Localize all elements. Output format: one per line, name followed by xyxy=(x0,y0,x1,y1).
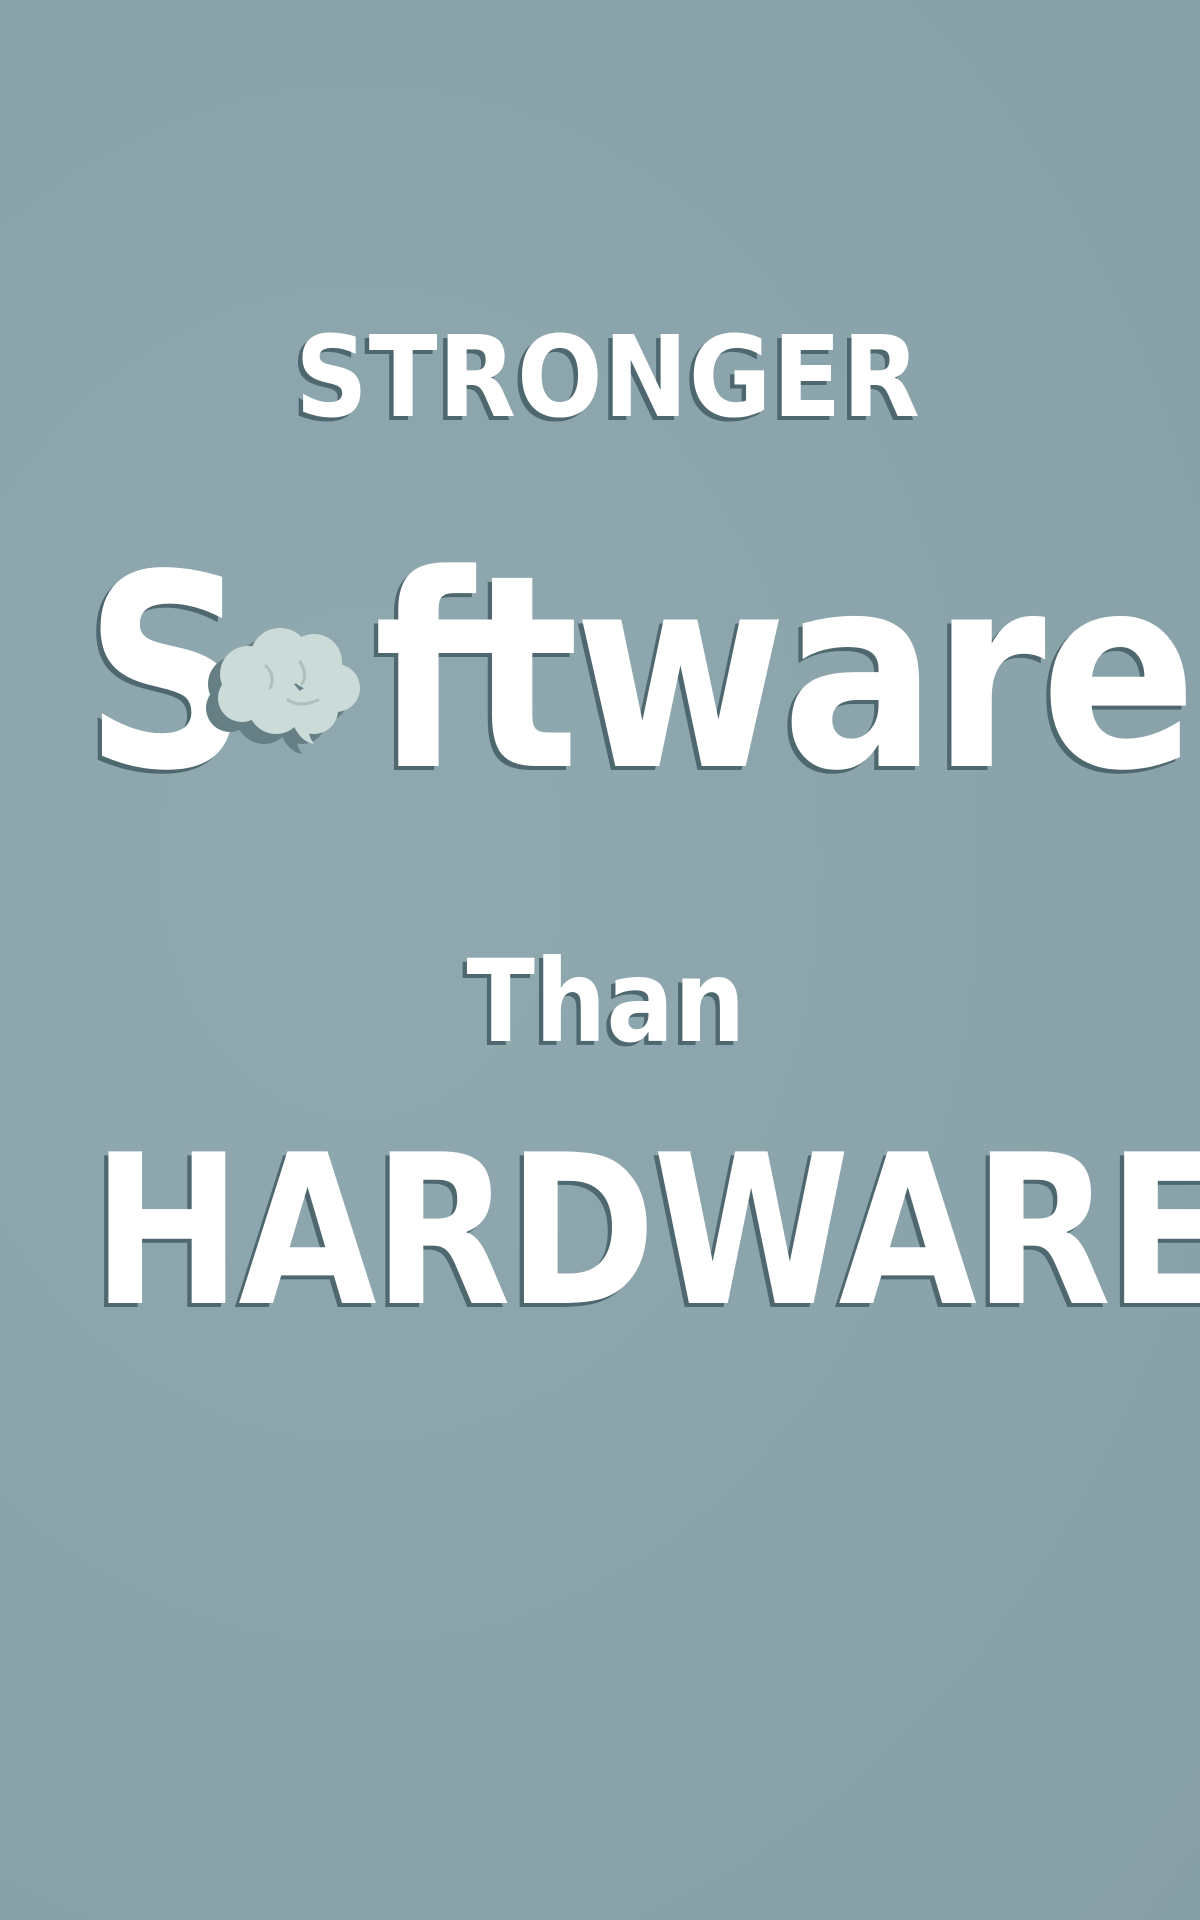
heading-than: Than xyxy=(466,935,746,1068)
heading-stronger: STRONGER xyxy=(295,313,921,443)
brain-letter-slot xyxy=(245,756,374,766)
brain-speech-bubble-icon xyxy=(206,628,360,754)
word-ftware: ftware xyxy=(373,518,1197,830)
heading-hardware: HARDWARE xyxy=(92,1111,1200,1353)
